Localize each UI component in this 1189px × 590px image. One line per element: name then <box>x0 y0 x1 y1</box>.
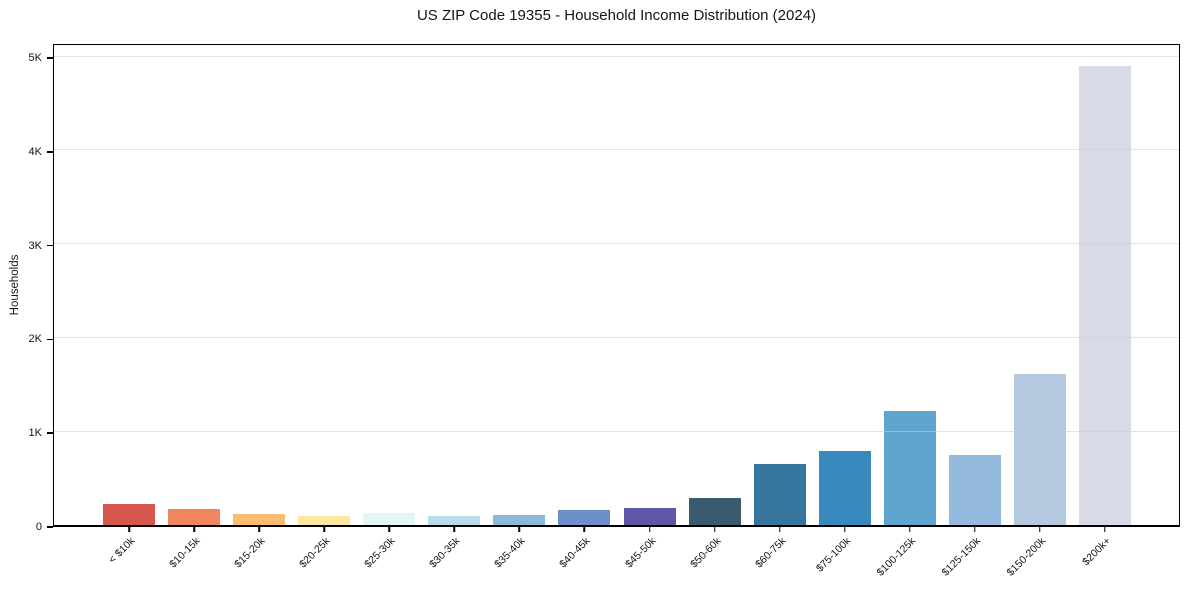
bar <box>688 497 741 525</box>
bar <box>168 509 221 525</box>
bar-group: $200k+ <box>1078 45 1131 568</box>
bar <box>623 507 676 525</box>
bar-group: $30-35k <box>427 45 481 570</box>
x-tick-label: $100-125k <box>874 535 919 579</box>
bar-group: $125-150k <box>940 45 1001 579</box>
y-tick-mark <box>47 526 53 528</box>
y-tick-mark <box>47 57 53 59</box>
x-tick-mark <box>128 527 130 532</box>
x-tick-mark <box>583 527 586 532</box>
bar <box>103 503 155 525</box>
x-tick-mark <box>974 527 976 532</box>
x-tick-mark <box>843 527 846 532</box>
x-tick-mark <box>258 527 260 532</box>
x-tick-mark <box>388 527 390 532</box>
x-tick-label: $20-25k <box>297 535 333 571</box>
y-tick-mark <box>47 338 53 341</box>
y-tick-label: 5K <box>28 52 42 65</box>
bar-group: $40-45k <box>558 45 611 570</box>
x-tick-mark <box>323 527 325 532</box>
plot-area: < $10k $10-15k $15-20k $20-25k $25-30k $30-35… <box>53 44 1180 579</box>
bar-group: $60-75k <box>753 45 806 570</box>
bar-group: $50-60k <box>688 45 741 570</box>
y-tick-label: 3K <box>28 239 42 252</box>
y-tick-label: 4K <box>28 145 42 158</box>
bar <box>818 450 871 525</box>
bar <box>1078 66 1131 525</box>
x-tick-label: $75-100k <box>813 535 854 575</box>
y-tick-mark <box>47 244 53 247</box>
bar-group: < $10k <box>103 45 155 566</box>
bar <box>948 455 1001 525</box>
x-tick-label: $200k+ <box>1080 535 1114 569</box>
x-tick-label: $45-50k <box>622 535 658 571</box>
x-tick-label: $35-40k <box>492 535 528 571</box>
bar-group: $75-100k <box>814 45 871 574</box>
x-tick-label: $15-20k <box>232 535 268 571</box>
x-tick-label: $50-60k <box>687 535 724 571</box>
bar-group: $150-200k <box>1005 45 1066 579</box>
x-tick-mark <box>713 527 716 532</box>
x-tick-mark <box>648 527 651 532</box>
y-tick-label: 0 <box>35 521 42 533</box>
bar <box>233 513 286 525</box>
x-tick-mark <box>193 527 195 532</box>
x-tick-label: $60-75k <box>752 535 789 571</box>
x-tick-mark <box>453 527 456 532</box>
y-tick-label: 2K <box>28 333 42 346</box>
x-tick-mark <box>778 527 781 532</box>
x-tick-label: $25-30k <box>362 535 398 571</box>
bar-group: $25-30k <box>362 45 416 570</box>
bar-group: $35-40k <box>493 45 546 570</box>
bar <box>753 464 806 525</box>
y-tick-mark <box>47 432 53 434</box>
x-tick-label: $10-15k <box>167 535 203 571</box>
bar <box>558 510 611 525</box>
bar <box>1013 374 1066 525</box>
bar <box>298 516 351 525</box>
y-tick-mark <box>47 151 53 153</box>
bar <box>363 513 416 525</box>
bar-group: $20-25k <box>297 45 351 570</box>
bar <box>428 516 481 525</box>
x-tick-mark <box>909 527 911 532</box>
y-axis: 0 1K 2K 3K 4K 5K <box>0 44 53 533</box>
chart-title: US ZIP Code 19355 - Household Income Dis… <box>416 7 817 24</box>
bar-group: $100-125k <box>875 45 936 579</box>
bar-group: $15-20k <box>232 45 286 570</box>
x-tick-mark <box>1039 527 1041 532</box>
bar <box>883 411 936 525</box>
x-tick-label: $125-150k <box>939 535 984 579</box>
bar-group: $10-15k <box>167 45 221 570</box>
x-tick-label: < $10k <box>106 535 138 566</box>
x-tick-label: $30-35k <box>427 535 463 571</box>
x-tick-label: $150-200k <box>1004 535 1049 579</box>
y-tick-label: 1K <box>28 427 42 440</box>
x-tick-label: $40-45k <box>557 535 593 571</box>
x-tick-mark <box>1104 527 1106 532</box>
x-tick-mark <box>518 527 521 532</box>
bar <box>493 514 546 525</box>
bars-row: < $10k $10-15k $15-20k $20-25k $25-30k $30-35… <box>103 45 1131 579</box>
bar-group: $45-50k <box>623 45 676 570</box>
